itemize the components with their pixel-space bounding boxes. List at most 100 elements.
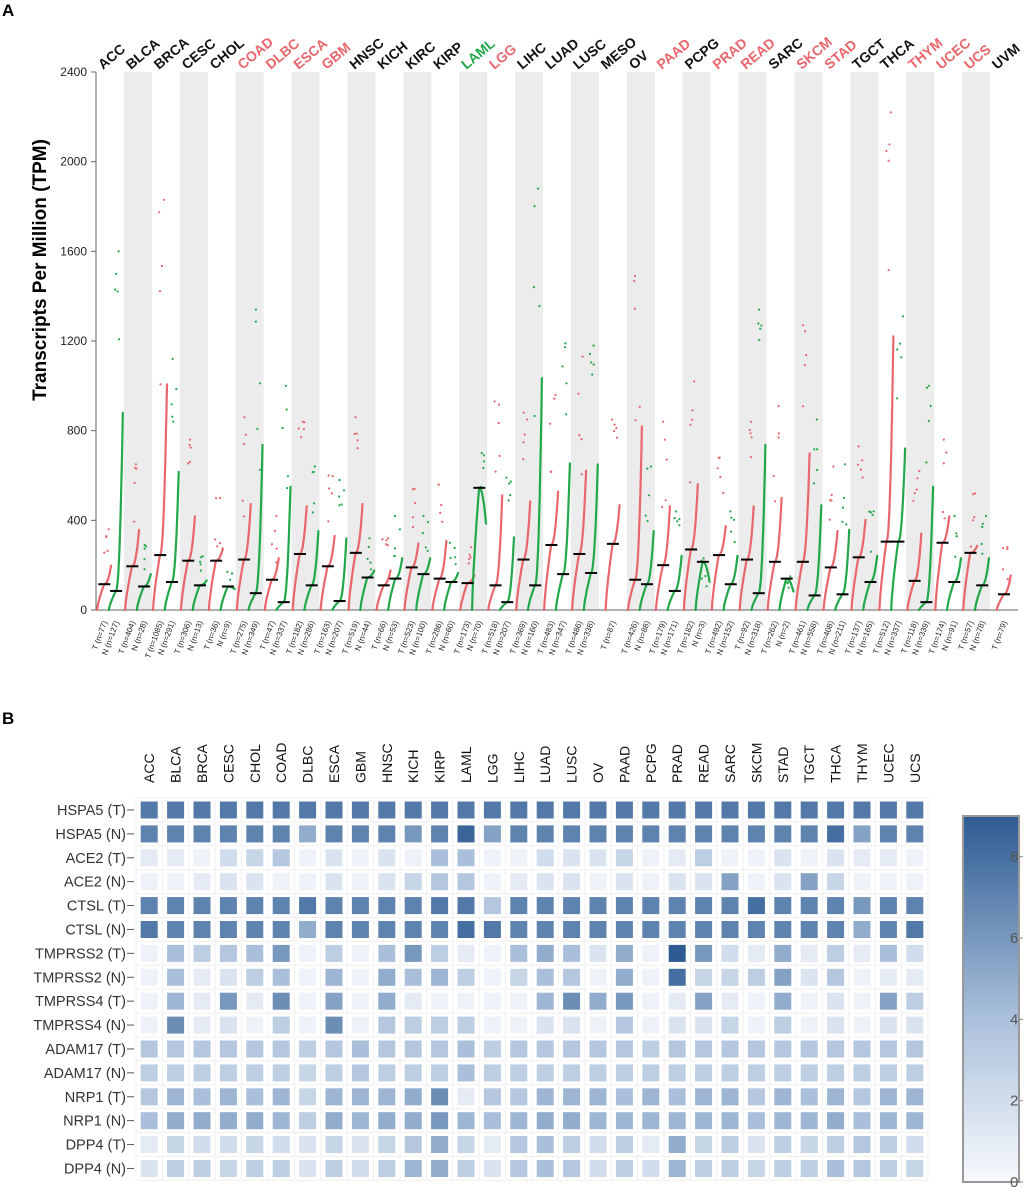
heatmap-cell (853, 921, 871, 938)
outlier-point (816, 448, 819, 451)
heatmap-cell (299, 825, 317, 843)
outlier-point (927, 419, 930, 423)
outlier-point (532, 286, 536, 289)
heatmap-cell (378, 825, 396, 843)
outlier-point (143, 547, 146, 550)
outlier-point (691, 409, 694, 412)
heatmap-cell (774, 825, 792, 843)
outlier-point (773, 500, 777, 503)
y-tick-label: 2400 (60, 65, 87, 79)
heatmap-cell (219, 873, 237, 891)
outlier-point (678, 518, 681, 521)
heatmap-cell (246, 992, 264, 1010)
heatmap-cell (642, 921, 660, 938)
heatmap-cell (325, 1160, 343, 1177)
group-label: T (n=79) (990, 619, 1009, 651)
heatmap-cell (827, 1112, 845, 1130)
outlier-point (613, 423, 616, 426)
heatmap-cell (774, 1160, 792, 1177)
heatmap-cell (140, 825, 158, 843)
heatmap-cell (351, 825, 369, 843)
heatmap-cell (906, 1136, 924, 1153)
heatmap-cell (404, 968, 422, 986)
point-cloud (778, 577, 795, 612)
heatmap-cell (695, 1064, 713, 1082)
outlier-point (469, 556, 472, 559)
outlier-point (981, 525, 984, 529)
heatmap-cell (193, 1160, 211, 1177)
heatmap-cell (721, 1088, 739, 1106)
row-label: ADAM17 (N) (44, 1066, 126, 1082)
outlier-point (564, 346, 567, 349)
outlier-point (158, 290, 162, 293)
heatmap-cell (140, 968, 158, 986)
outlier-point (777, 432, 780, 435)
heatmap-cell (536, 968, 554, 986)
outlier-point (580, 438, 583, 441)
outlier-point (942, 462, 945, 465)
column-label: COAD (273, 743, 289, 783)
heatmap-cell (457, 944, 475, 962)
outlier-point (507, 499, 510, 502)
heatmap-cell (827, 825, 845, 843)
heatmap-cell (167, 1064, 185, 1082)
colorbar: 0 2 4 6 8 (962, 815, 1023, 1191)
heatmap-cell (272, 1088, 290, 1106)
outlier-point (729, 510, 732, 513)
heatmap-cell (457, 992, 475, 1010)
outlier-point (868, 510, 871, 513)
column-label: SKCM (748, 743, 764, 783)
heatmap-cell (351, 801, 369, 819)
heatmap-cell (431, 944, 449, 962)
outlier-point (590, 361, 593, 364)
point-cloud (766, 496, 783, 612)
heatmap-cell (642, 1064, 660, 1082)
heatmap-cell (325, 825, 343, 843)
column-label: TGCT (801, 744, 817, 783)
outlier-point (226, 570, 229, 574)
heatmap-cell (351, 1064, 369, 1082)
heatmap-cell (431, 1112, 449, 1130)
heatmap-cell (351, 921, 369, 938)
heatmap-cell (167, 1016, 185, 1034)
outlier-point (704, 574, 707, 578)
outlier-point (674, 510, 678, 513)
outlier-point (899, 342, 902, 345)
outlier-point (927, 384, 931, 387)
heatmap-cell (589, 1160, 607, 1177)
outlier-point (578, 434, 581, 437)
heatmap-cell (695, 1160, 713, 1177)
heatmap-cell (219, 1040, 237, 1058)
heatmap-cell (325, 992, 343, 1010)
heatmap-cell (272, 1136, 290, 1153)
heatmap-cell (483, 1064, 501, 1082)
heatmap-cell (879, 1112, 897, 1130)
outlier-point (356, 439, 359, 442)
outlier-point (730, 516, 733, 519)
outlier-point (913, 492, 916, 495)
heatmap-cell (747, 1088, 765, 1106)
heatmap-cell (642, 849, 660, 867)
outlier-point (145, 545, 148, 548)
point-cloud (554, 462, 571, 612)
outlier-point (523, 433, 526, 436)
heatmap-cell (140, 873, 158, 891)
heatmap-cell (457, 1016, 475, 1034)
outlier-point (760, 324, 763, 327)
heatmap-cell (193, 968, 211, 986)
heatmap-cell (800, 1064, 818, 1082)
point-cloud (995, 574, 1012, 612)
outlier-point (275, 547, 278, 550)
y-tick-label: 1200 (60, 334, 87, 348)
outlier-point (453, 546, 456, 550)
heatmap-cell (853, 944, 871, 962)
heatmap-cell (167, 1088, 185, 1106)
outlier-point (693, 380, 696, 383)
row-label: DPP4 (N) (64, 1161, 126, 1177)
group-label: T (n=87) (599, 619, 618, 651)
heatmap-cell (721, 801, 739, 819)
row-label: HSPA5 (T) (57, 803, 126, 819)
outlier-point (199, 556, 203, 559)
heatmap-cell (325, 944, 343, 962)
heatmap-cell (827, 873, 845, 891)
